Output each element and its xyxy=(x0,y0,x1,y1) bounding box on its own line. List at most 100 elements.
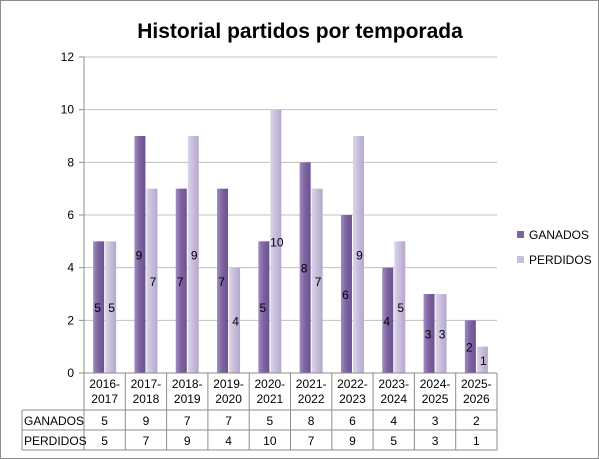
category-label: 2019 xyxy=(174,392,201,406)
bar-ganados-6 xyxy=(340,215,352,373)
y-tick-label: 0 xyxy=(67,366,74,380)
table-cell: 9 xyxy=(349,434,356,448)
bar-ganados-4 xyxy=(258,241,270,373)
data-label: 2 xyxy=(466,341,473,355)
data-label: 9 xyxy=(356,249,363,263)
legend: GANADOS PERDIDOS xyxy=(517,228,592,267)
data-table: 2016-2017 2017-2018 2018-2019 2019-2020 2020… xyxy=(21,372,498,451)
category-label: 2026 xyxy=(463,392,490,406)
bar-perdidos-2 xyxy=(187,136,199,373)
y-tick-label: 8 xyxy=(67,155,74,169)
table-cell: 7 xyxy=(143,434,150,448)
table-cell: 8 xyxy=(308,414,315,428)
table-cell: 5 xyxy=(101,434,108,448)
category-label: 2022- xyxy=(337,377,368,391)
category-label: 2025- xyxy=(461,377,492,391)
data-label: 9 xyxy=(136,249,143,263)
table-cell: 1 xyxy=(473,434,480,448)
table-cell: 5 xyxy=(267,414,274,428)
category-label: 2023 xyxy=(339,392,366,406)
data-label: 5 xyxy=(260,301,267,315)
category-label: 2024 xyxy=(380,392,407,406)
y-tick-label: 2 xyxy=(67,313,74,327)
table-cell: 3 xyxy=(432,434,439,448)
data-label: 5 xyxy=(397,301,404,315)
category-label: 2018- xyxy=(172,377,203,391)
table-cell: 7 xyxy=(225,414,232,428)
bar-ganados-2 xyxy=(175,188,187,373)
category-label: 2020 xyxy=(215,392,242,406)
bar-perdidos-4 xyxy=(270,109,282,374)
legend-swatch-ganados xyxy=(517,231,524,238)
category-label: 2016- xyxy=(89,377,120,391)
table-cell: 10 xyxy=(263,434,277,448)
table-cell: 4 xyxy=(390,414,397,428)
legend-label-ganados: GANADOS xyxy=(529,228,589,242)
table-cell: 9 xyxy=(143,414,150,428)
data-label: 7 xyxy=(218,275,225,289)
data-label: 8 xyxy=(301,262,308,276)
category-label: 2023- xyxy=(378,377,409,391)
bar-perdidos-9 xyxy=(476,346,488,373)
gridlines xyxy=(84,56,497,321)
data-label: 7 xyxy=(177,275,184,289)
category-label: 2017- xyxy=(131,377,162,391)
axes: 0 2 4 6 8 10 12 xyxy=(61,50,85,380)
category-label: 2019- xyxy=(213,377,244,391)
table-cell: 6 xyxy=(349,414,356,428)
data-label: 4 xyxy=(232,314,239,328)
bar-ganados-8 xyxy=(423,294,435,373)
data-label: 5 xyxy=(94,301,101,315)
bar-ganados-1 xyxy=(134,136,146,373)
table-cell: 7 xyxy=(308,434,315,448)
bar-ganados-0 xyxy=(93,241,105,373)
table-row-header-perdidos: PERDIDOS xyxy=(24,434,87,448)
y-tick-label: 6 xyxy=(67,208,74,222)
category-label: 2021 xyxy=(256,392,283,406)
data-label: 3 xyxy=(425,328,432,342)
data-label: 7 xyxy=(150,275,157,289)
data-label: 1 xyxy=(480,354,487,368)
table-cell: 2 xyxy=(473,414,480,428)
data-label: 6 xyxy=(342,288,349,302)
category-label: 2017 xyxy=(91,392,118,406)
table-cell: 5 xyxy=(101,414,108,428)
data-label: 9 xyxy=(191,249,198,263)
data-label: 10 xyxy=(270,235,284,249)
category-label: 2021- xyxy=(296,377,327,391)
bar-perdidos-5 xyxy=(311,188,323,373)
category-label: 2022 xyxy=(298,392,325,406)
data-label: 3 xyxy=(439,328,446,342)
legend-label-perdidos: PERDIDOS xyxy=(529,253,592,267)
data-label: 4 xyxy=(383,314,390,328)
bar-perdidos-0 xyxy=(105,241,117,373)
bar-ganados-3 xyxy=(217,188,229,373)
bar-ganados-5 xyxy=(299,162,311,373)
table-row-header-ganados: GANADOS xyxy=(24,414,84,428)
legend-swatch-perdidos xyxy=(517,256,524,263)
table-cell: 3 xyxy=(432,414,439,428)
bar-perdidos-3 xyxy=(229,267,241,373)
category-label: 2020- xyxy=(254,377,285,391)
bar-perdidos-8 xyxy=(435,294,447,373)
bar-ganados-7 xyxy=(382,267,394,373)
data-label: 7 xyxy=(315,275,322,289)
bar-perdidos-1 xyxy=(146,188,158,373)
bar-ganados-9 xyxy=(464,320,476,373)
category-label: 2018 xyxy=(133,392,160,406)
data-label: 5 xyxy=(108,301,115,315)
bar-perdidos-7 xyxy=(394,241,406,373)
table-cell: 5 xyxy=(390,434,397,448)
y-tick-label: 4 xyxy=(67,261,74,275)
table-cell: 9 xyxy=(184,434,191,448)
y-tick-label: 12 xyxy=(61,50,75,64)
bar-perdidos-6 xyxy=(352,136,364,373)
chart-title: Historial partidos por temporada xyxy=(137,20,463,43)
category-label: 2025 xyxy=(422,392,449,406)
category-label: 2024- xyxy=(420,377,451,391)
table-cell: 7 xyxy=(184,414,191,428)
y-tick-label: 10 xyxy=(61,103,75,117)
